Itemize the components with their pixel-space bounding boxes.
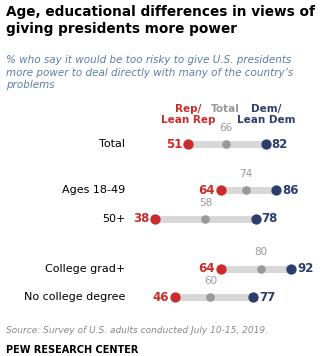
Text: 60: 60: [204, 276, 217, 286]
Text: Rep/: Rep/: [175, 104, 201, 114]
Text: 86: 86: [282, 184, 298, 197]
Text: 66: 66: [219, 123, 232, 133]
Text: 64: 64: [198, 262, 215, 275]
Point: [208, 294, 213, 300]
Point: [251, 294, 256, 300]
Text: 78: 78: [262, 213, 278, 225]
Point: [152, 216, 158, 222]
Point: [243, 188, 248, 193]
Text: Total: Total: [99, 139, 125, 149]
Text: Age, educational differences in views of
giving presidents more power: Age, educational differences in views of…: [6, 5, 316, 36]
Point: [173, 294, 178, 300]
Text: No college degree: No college degree: [24, 292, 125, 302]
Point: [218, 188, 223, 193]
Text: 51: 51: [166, 138, 182, 151]
Text: Ages 18-49: Ages 18-49: [62, 185, 125, 195]
Point: [264, 141, 269, 147]
Text: Lean Dem: Lean Dem: [237, 115, 295, 125]
Text: 74: 74: [239, 169, 252, 179]
Text: 64: 64: [198, 184, 215, 197]
Point: [223, 141, 228, 147]
Text: Lean Rep: Lean Rep: [160, 115, 215, 125]
Point: [253, 216, 258, 222]
Text: 58: 58: [199, 198, 212, 208]
Text: PEW RESEARCH CENTER: PEW RESEARCH CENTER: [6, 345, 139, 355]
Point: [258, 266, 264, 272]
Text: 92: 92: [297, 262, 313, 275]
Point: [289, 266, 294, 272]
Point: [273, 188, 279, 193]
Point: [203, 216, 208, 222]
Text: 82: 82: [272, 138, 288, 151]
Point: [218, 266, 223, 272]
Text: Dem/: Dem/: [251, 104, 281, 114]
Text: % who say it would be too risky to give U.S. presidents
more power to deal direc: % who say it would be too risky to give …: [6, 55, 294, 90]
Text: 46: 46: [153, 291, 169, 304]
Text: 77: 77: [259, 291, 275, 304]
Text: 38: 38: [133, 213, 149, 225]
Text: 50+: 50+: [102, 214, 125, 224]
Text: 80: 80: [254, 247, 267, 257]
Text: College grad+: College grad+: [45, 264, 125, 274]
Text: Source: Survey of U.S. adults conducted July 10-15, 2019.: Source: Survey of U.S. adults conducted …: [6, 326, 268, 335]
Point: [185, 141, 190, 147]
Text: Total: Total: [211, 104, 240, 114]
